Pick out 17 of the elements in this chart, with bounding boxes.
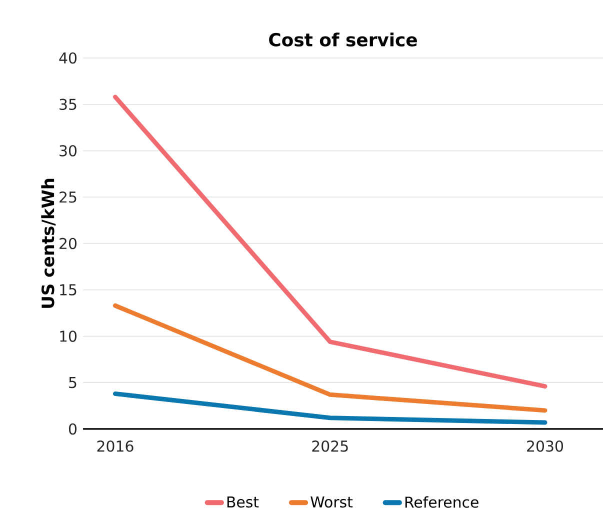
y-tick-label: 25 <box>60 191 76 203</box>
y-tick-label: 20 <box>60 238 76 250</box>
x-tick-label: 2025 <box>312 440 348 452</box>
x-tick-label: 2030 <box>527 440 564 452</box>
legend-label: Reference <box>405 496 478 508</box>
y-tick-label: 40 <box>59 52 76 64</box>
y-tick-label: 15 <box>60 284 76 296</box>
y-tick-label: 35 <box>60 98 76 110</box>
chart-title: Cost of service <box>269 32 417 46</box>
legend-label: Worst <box>310 496 353 508</box>
y-tick-label: 5 <box>69 377 76 388</box>
y-tick-label: 10 <box>60 330 76 342</box>
legend-label: Best <box>227 496 259 508</box>
y-tick-label: 30 <box>60 145 76 156</box>
y-tick-label: 0 <box>68 423 77 435</box>
y-axis-title: US cents/kWh <box>41 178 56 308</box>
x-tick-label: 2016 <box>97 440 134 452</box>
